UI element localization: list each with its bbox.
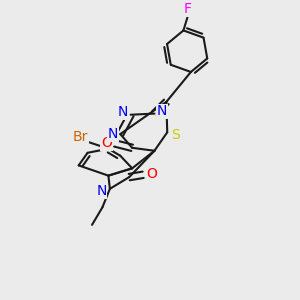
Text: O: O bbox=[101, 136, 112, 150]
Text: F: F bbox=[184, 2, 192, 16]
Text: N: N bbox=[108, 127, 118, 141]
Text: S: S bbox=[171, 128, 180, 142]
Text: N: N bbox=[157, 104, 167, 118]
Text: N: N bbox=[96, 184, 107, 198]
Text: Br: Br bbox=[73, 130, 88, 144]
Text: N: N bbox=[118, 105, 128, 119]
Text: O: O bbox=[146, 167, 157, 181]
